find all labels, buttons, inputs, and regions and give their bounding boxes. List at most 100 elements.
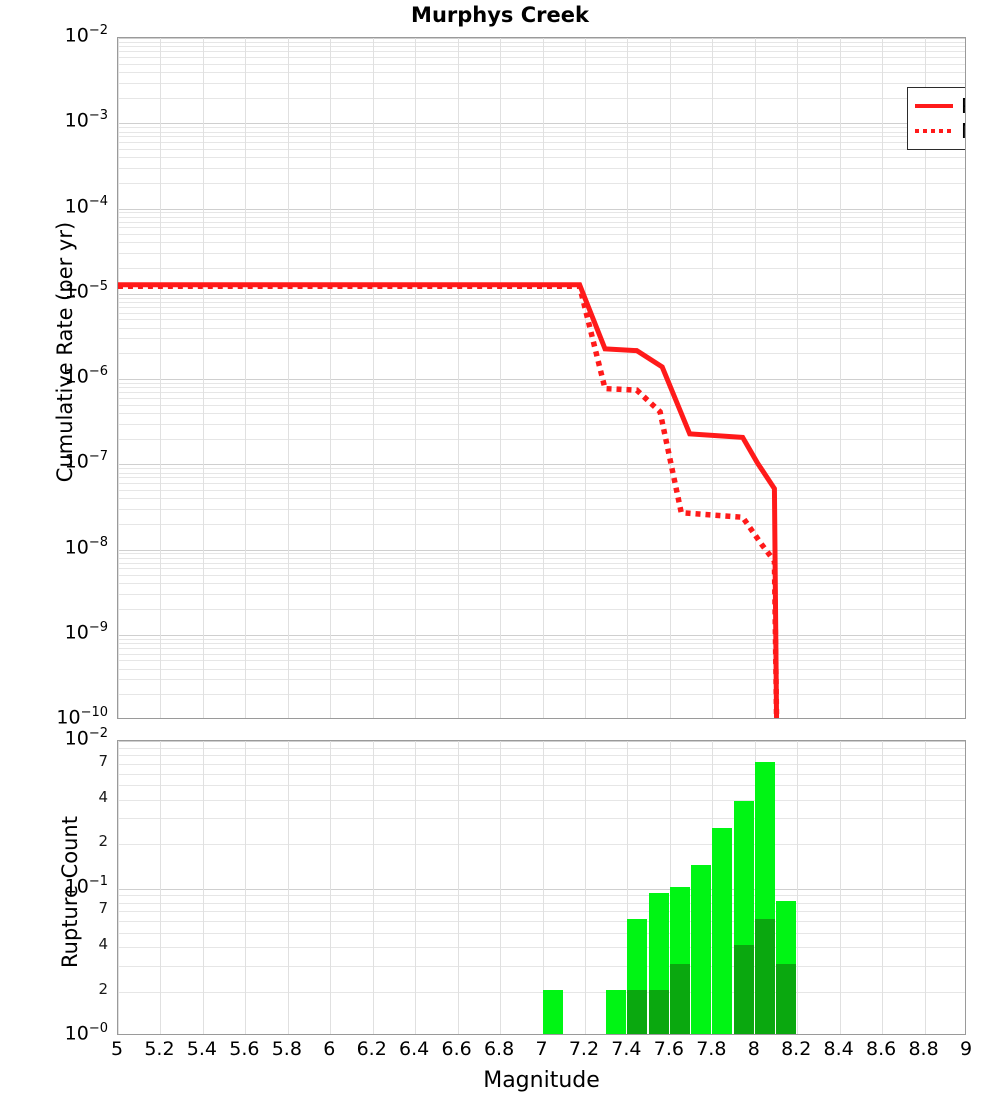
gridline-v bbox=[627, 38, 628, 718]
gridline-h bbox=[118, 464, 965, 465]
gridline-h bbox=[118, 353, 965, 354]
gridline-h bbox=[118, 294, 965, 295]
y-tick-label: 2 bbox=[98, 979, 108, 998]
gridline-v bbox=[288, 38, 289, 718]
gridline-h bbox=[118, 227, 965, 228]
gridline-v bbox=[118, 741, 119, 1034]
gridline-v bbox=[373, 741, 374, 1034]
y-tick-label: 10−8 bbox=[64, 534, 108, 558]
y-tick-label: 10−5 bbox=[64, 278, 108, 303]
gridline-h bbox=[118, 800, 965, 801]
gridline-h bbox=[118, 748, 965, 749]
gridline-h bbox=[118, 398, 965, 399]
gridline-h bbox=[118, 639, 965, 640]
gridline-h bbox=[118, 302, 965, 303]
gridline-h bbox=[118, 217, 965, 218]
gridline-h bbox=[118, 468, 965, 469]
x-tick-label: 5.4 bbox=[186, 1038, 217, 1060]
gridline-v bbox=[882, 38, 883, 718]
bar-available-ruptures bbox=[691, 864, 712, 1034]
bar-utilized-ruptures bbox=[754, 919, 775, 1034]
gridline-h bbox=[118, 895, 965, 896]
y-tick-label: 4 bbox=[98, 935, 108, 954]
bar-utilized-ruptures bbox=[669, 963, 690, 1034]
legend-label-participation: Participation bbox=[961, 94, 965, 118]
legend-label-nucleation: Nucleation bbox=[961, 119, 965, 143]
gridline-h bbox=[118, 553, 965, 554]
x-tick-label: 7.6 bbox=[653, 1038, 684, 1060]
gridline-h bbox=[118, 921, 965, 922]
gridline-h bbox=[118, 127, 965, 128]
gridline-h bbox=[118, 575, 965, 576]
gridline-h bbox=[118, 568, 965, 569]
y-tick-label: 10−1 bbox=[64, 873, 108, 897]
gridline-h bbox=[118, 903, 965, 904]
gridline-h bbox=[118, 413, 965, 414]
gridline-h bbox=[118, 911, 965, 912]
gridline-v bbox=[245, 38, 246, 718]
gridline-h bbox=[118, 648, 965, 649]
gridline-h bbox=[118, 524, 965, 525]
gridline-h bbox=[118, 741, 965, 742]
gridline-h bbox=[118, 818, 965, 819]
gridline-h bbox=[118, 379, 965, 380]
series-nucleation bbox=[118, 283, 780, 718]
gridline-h bbox=[118, 313, 965, 314]
gridline-v bbox=[670, 38, 671, 718]
gridline-h bbox=[118, 307, 965, 308]
gridline-h bbox=[118, 405, 965, 406]
y-tick-label: 7 bbox=[98, 751, 108, 770]
bar-available-ruptures bbox=[775, 900, 796, 1034]
legend-item-nucleation[interactable]: Nucleation bbox=[915, 118, 965, 143]
gridline-v bbox=[500, 741, 501, 1034]
x-tick-label: 8.8 bbox=[908, 1038, 939, 1060]
gridline-v bbox=[373, 38, 374, 718]
gridline-h bbox=[118, 157, 965, 158]
gridline-h bbox=[118, 643, 965, 644]
y-tick-label: 10−2 bbox=[64, 23, 108, 47]
gridline-h bbox=[118, 57, 965, 58]
gridline-h bbox=[118, 298, 965, 299]
grid-top bbox=[118, 38, 965, 718]
gridline-h bbox=[118, 222, 965, 223]
legend-top[interactable]: Participation Nucleation bbox=[907, 87, 965, 150]
bar-available-ruptures bbox=[712, 827, 733, 1034]
gridline-h bbox=[118, 328, 965, 329]
bar-available-ruptures bbox=[754, 761, 775, 1034]
gridline-v bbox=[458, 38, 459, 718]
gridline-v bbox=[585, 741, 586, 1034]
gridline-h bbox=[118, 635, 965, 636]
gridline-h bbox=[118, 424, 965, 425]
gridline-v bbox=[458, 741, 459, 1034]
x-tick-label: 5.8 bbox=[271, 1038, 302, 1060]
y-tick-label: 10−2 bbox=[64, 726, 108, 750]
cumulative-rate-plot: Participation Nucleation bbox=[117, 37, 966, 719]
gridline-h bbox=[118, 136, 965, 137]
gridline-h bbox=[118, 498, 965, 499]
bar-utilized-ruptures bbox=[775, 963, 796, 1034]
gridline-h bbox=[118, 46, 965, 47]
gridline-v bbox=[160, 741, 161, 1034]
gridline-h bbox=[118, 764, 965, 765]
gridline-v bbox=[543, 38, 544, 718]
x-tick-label: 7.4 bbox=[611, 1038, 642, 1060]
curve-svg bbox=[118, 282, 780, 718]
gridline-h bbox=[118, 242, 965, 243]
gridline-h bbox=[118, 966, 965, 967]
gridline-h bbox=[118, 439, 965, 440]
x-tick-label: 9 bbox=[959, 1038, 973, 1060]
gridline-v bbox=[797, 38, 798, 718]
rupture-count-plot: Available Ruptures Utilized Ruptures bbox=[117, 740, 966, 1035]
gridline-h bbox=[118, 168, 965, 169]
gridline-v bbox=[840, 741, 841, 1034]
x-tick-label: 7.2 bbox=[568, 1038, 600, 1060]
gridline-h bbox=[118, 142, 965, 143]
gridline-h bbox=[118, 123, 965, 124]
gridline-v bbox=[797, 741, 798, 1034]
x-tick-label: 5.6 bbox=[229, 1038, 260, 1060]
gridline-v bbox=[882, 741, 883, 1034]
solid-line-swatch-icon bbox=[915, 103, 953, 108]
legend-item-participation[interactable]: Participation bbox=[915, 93, 965, 118]
gridline-v bbox=[330, 741, 331, 1034]
